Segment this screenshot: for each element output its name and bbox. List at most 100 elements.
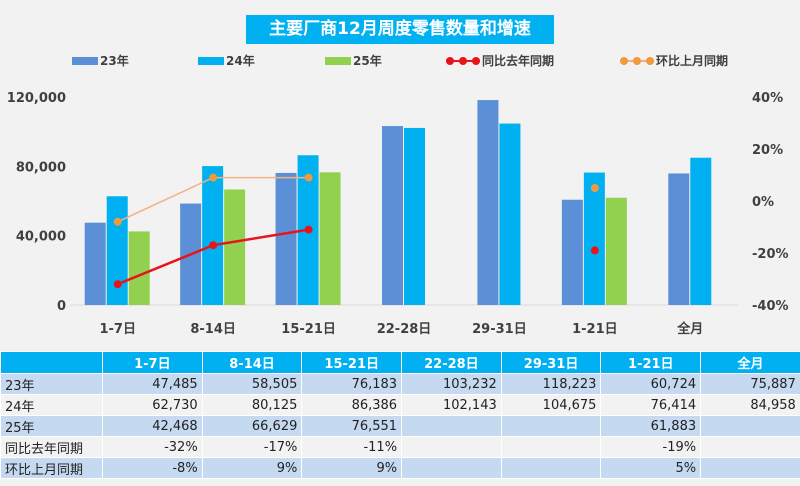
- bar-25年-15-21日: [319, 172, 341, 305]
- legend-label: 环比上月同期: [656, 54, 729, 68]
- legend-line-icon: [446, 56, 480, 65]
- marker-同比去年同期-1-21日: [590, 246, 599, 255]
- data-table: 1-7日 8-14日 15-21日 22-28日 29-31日 1-21日 全月 23年 47,…: [0, 351, 800, 479]
- table-header-row: 1-7日 8-14日 15-21日 22-28日 29-31日 1-21日 全月: [0, 351, 800, 374]
- table-cell: [401, 457, 502, 479]
- table-cell: 62,730: [102, 394, 203, 416]
- bar-25年-8-14日: [224, 189, 246, 305]
- legend-item: 同比去年同期: [446, 52, 554, 69]
- row-label: 环比上月同期: [0, 457, 103, 479]
- column-header: 29-31日: [500, 351, 602, 374]
- bar-24年-29-31日: [499, 123, 521, 306]
- table-cell: [700, 415, 800, 437]
- legend-swatch: [72, 56, 98, 65]
- row-label: 24年: [0, 394, 103, 416]
- column-header: [0, 351, 103, 374]
- bar-24年-全月: [690, 157, 712, 305]
- legend-swatch: [198, 56, 224, 65]
- bar-25年-1-7日: [128, 231, 150, 305]
- table-cell: 75,887: [700, 373, 800, 395]
- right-tick-label: 0%: [752, 195, 774, 210]
- bar-25年-1-21日: [605, 197, 627, 305]
- bar-23年-15-21日: [275, 172, 297, 305]
- row-label: 25年: [0, 415, 103, 437]
- left-tick-label: 0: [57, 299, 66, 314]
- left-tick-label: 80,000: [16, 160, 66, 175]
- legend-label: 25年: [353, 54, 382, 68]
- bar-23年-29-31日: [477, 100, 499, 305]
- chart-svg: 0 40,000 80,000 120,000 -40% -20% 0% 20% 40% 1-7日…: [7, 91, 789, 337]
- table-cell: 66,629: [201, 415, 303, 437]
- legend-label: 23年: [100, 54, 129, 68]
- table-row: 环比上月同期 -8% 9% 9% 5%: [0, 457, 800, 479]
- table-cell: -32%: [102, 436, 203, 458]
- category-label: 29-31日: [472, 322, 527, 337]
- table-cell: 9%: [201, 457, 303, 479]
- bar-24年-1-21日: [583, 172, 605, 305]
- table-row: 24年 62,730 80,125 86,386 102,143 104,675 76,41…: [0, 394, 800, 416]
- legend-label: 同比去年同期: [482, 54, 555, 68]
- table-cell: 9%: [301, 457, 403, 479]
- table-cell: 104,675: [500, 394, 602, 416]
- right-tick-label: -20%: [752, 247, 789, 262]
- column-header: 1-21日: [600, 351, 702, 374]
- table-cell: 80,125: [201, 394, 303, 416]
- marker-同比去年同期-15-21日: [304, 225, 313, 234]
- marker-环比上月同期-1-7日: [113, 217, 122, 226]
- table-cell: 118,223: [500, 373, 602, 395]
- table-cell: [500, 457, 602, 479]
- table-cell: [500, 415, 602, 437]
- bar-23年-1-7日: [84, 222, 106, 305]
- table-cell: 103,232: [401, 373, 502, 395]
- table-cell: 61,883: [600, 415, 702, 437]
- category-label: 15-21日: [281, 322, 336, 337]
- category-label: 1-7日: [99, 322, 136, 337]
- marker-环比上月同期-8-14日: [209, 173, 218, 182]
- bar-24年-1-7日: [106, 196, 128, 305]
- column-header: 15-21日: [301, 351, 403, 374]
- table-cell: 84,958: [700, 394, 800, 416]
- table-cell: [500, 436, 602, 458]
- table-row: 25年 42,468 66,629 76,551 61,883: [0, 415, 800, 437]
- table-cell: 58,505: [201, 373, 303, 395]
- category-label: 1-21日: [572, 322, 618, 337]
- table-cell: -17%: [201, 436, 303, 458]
- right-tick-label: -40%: [752, 299, 789, 314]
- table-cell: 47,485: [102, 373, 203, 395]
- marker-同比去年同期-8-14日: [209, 241, 218, 250]
- table-cell: 76,414: [600, 394, 702, 416]
- marker-环比上月同期-1-21日: [590, 184, 599, 192]
- table-cell: 42,468: [102, 415, 203, 437]
- legend-label: 24年: [226, 54, 255, 68]
- left-tick-label: 40,000: [16, 230, 66, 245]
- bar-24年-8-14日: [202, 166, 224, 305]
- legend: 23年 24年 25年 同比去年同期 环比上月同期: [0, 52, 800, 72]
- table-cell: 76,183: [301, 373, 403, 395]
- table-cell: -19%: [600, 436, 702, 458]
- category-label: 全月: [676, 321, 703, 337]
- column-header: 22-28日: [401, 351, 502, 374]
- row-label: 同比去年同期: [0, 436, 103, 458]
- legend-swatch: [325, 56, 351, 65]
- bar-23年-全月: [668, 173, 690, 305]
- marker-环比上月同期-15-21日: [304, 173, 313, 182]
- chart-area: 0 40,000 80,000 120,000 -40% -20% 0% 20% 40% 1-7日…: [0, 15, 800, 337]
- right-tick-label: 20%: [752, 143, 783, 158]
- table-cell: [401, 436, 502, 458]
- column-header: 8-14日: [201, 351, 303, 374]
- bar-23年-1-21日: [561, 199, 583, 305]
- table-cell: 60,724: [600, 373, 702, 395]
- legend-item: 25年: [325, 52, 382, 69]
- table-cell: [401, 415, 502, 437]
- column-header: 全月: [700, 351, 800, 374]
- left-tick-label: 120,000: [7, 91, 66, 106]
- legend-item: 24年: [198, 52, 255, 69]
- chart-title: 主要厂商12月周度零售数量和增速: [246, 15, 554, 44]
- table-cell: 86,386: [301, 394, 403, 416]
- right-tick-label: 40%: [752, 91, 783, 106]
- table-cell: [700, 457, 800, 479]
- table-cell: 76,551: [301, 415, 403, 437]
- legend-item: 环比上月同期: [620, 52, 728, 69]
- bar-24年-22-28日: [404, 127, 425, 305]
- table-cell: -11%: [301, 436, 403, 458]
